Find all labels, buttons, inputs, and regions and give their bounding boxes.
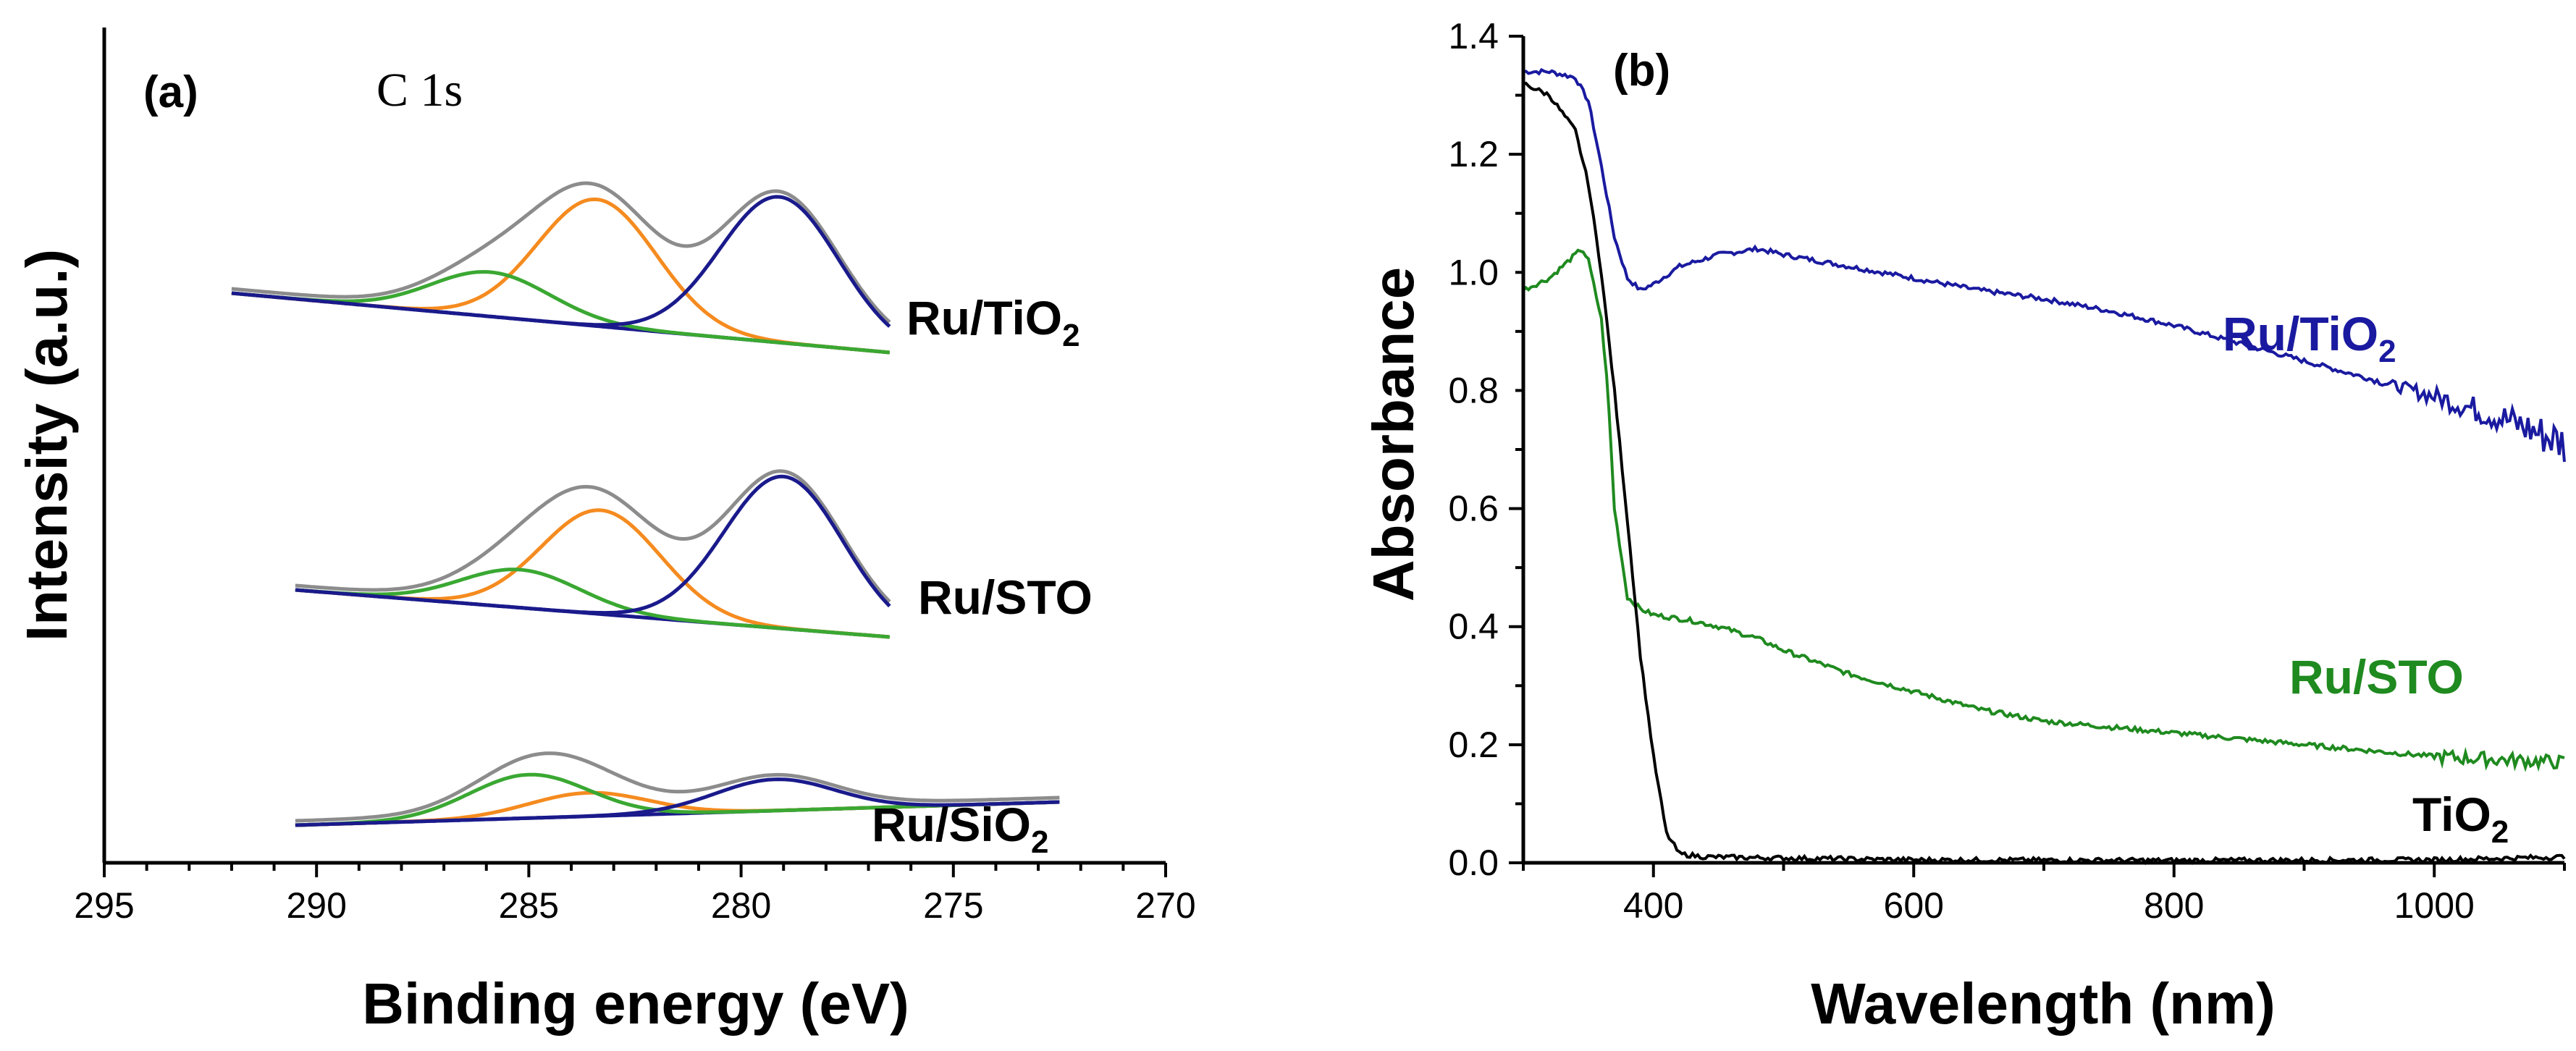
stack-ru-sio2 — [295, 751, 1060, 827]
panel-b-y-tick-label: 0.6 — [1448, 489, 1499, 529]
series-line-ru-sto — [1522, 248, 2565, 772]
stack-ru-sto — [295, 469, 891, 639]
panel-a-x-tick-label: 280 — [711, 885, 771, 926]
panel-b-x-ticks: 400 600 800 1000 — [1522, 863, 2566, 926]
panel-a-x-tick-label: 270 — [1135, 885, 1195, 926]
panel-b-y-tick-label: 0.8 — [1448, 370, 1499, 410]
panel-a-annotation-c1s: C 1s — [376, 64, 463, 117]
panel-b-y-tick-label: 0.2 — [1448, 725, 1499, 765]
series-label-b-ru-tio2: Ru/TiO2 — [2223, 307, 2396, 369]
peak-c-o — [295, 567, 891, 639]
panel-a-x-ticks: 295 290 285 280 275 270 — [74, 863, 1196, 926]
peak-c-c-c-h — [295, 508, 891, 639]
series-label-ru-sio2: Ru/SiO2 — [872, 798, 1049, 860]
panel-b-x-tick-label: 400 — [1623, 885, 1683, 926]
envelope-curve — [295, 469, 891, 604]
panel-b-x-axis-title: Wavelength (nm) — [1811, 971, 2275, 1036]
panel-a-x-tick-label: 295 — [74, 885, 134, 926]
panel-b-y-tick-label: 1.0 — [1448, 252, 1499, 292]
panel-b-y-axis-title: Absorbance — [1361, 267, 1426, 602]
series-line-tio2 — [1523, 81, 2566, 866]
panel-b-x-tick-label: 800 — [2144, 885, 2204, 926]
series-label-ru-tio2: Ru/TiO2 — [906, 291, 1080, 353]
panel-b-y-tick-label: 0.0 — [1448, 843, 1499, 883]
panel-b-y-tick-label: 1.2 — [1448, 134, 1499, 174]
panel-a-x-tick-label: 275 — [923, 885, 983, 926]
panel-a-x-axis-title: Binding energy (eV) — [362, 971, 909, 1036]
envelope-curve — [295, 751, 1060, 823]
panel-b-x-tick-label: 600 — [1884, 885, 1944, 926]
peak-c-c-c-h — [231, 197, 891, 355]
panel-a-x-tick-label: 290 — [286, 885, 346, 926]
envelope-curve — [231, 181, 891, 324]
panel-a-y-axis-title: Intensity (a.u.) — [14, 249, 79, 641]
panel-b-uv-vis: 400 600 800 1000 0.0 0.2 0.4 0.6 0.8 1.0 1.2 1.4 (… — [1361, 16, 2566, 1036]
series-label-b-tio2: TiO2 — [2412, 788, 2509, 850]
panel-a-xps-c1s: 295 290 285 280 275 270 (a) C 1s Binding ener… — [14, 28, 1196, 1036]
panel-b-y-ticks: 0.0 0.2 0.4 0.6 0.8 1.0 1.2 1.4 — [1448, 16, 1523, 883]
panel-b-x-tick-label: 1000 — [2394, 885, 2475, 926]
panel-b-y-tick-label: 0.4 — [1448, 607, 1499, 647]
panel-a-x-tick-label: 285 — [499, 885, 559, 926]
series-label-b-ru-sto: Ru/STO — [2289, 650, 2464, 704]
series-label-ru-sto: Ru/STO — [918, 570, 1093, 624]
peak-ru-3d-c-o — [295, 474, 891, 615]
peak-ru-3d-c-o — [295, 777, 1060, 827]
series-line-ru-tio2 — [1523, 67, 2566, 463]
peak-c-o — [231, 270, 891, 355]
stack-ru-tio2 — [231, 181, 891, 355]
panel-b-y-tick-label: 1.4 — [1448, 16, 1499, 56]
panel-b-plot-area — [1522, 67, 2566, 866]
panel-a-plot-area — [231, 181, 1060, 827]
peak-ru-3d-c-o — [231, 195, 891, 328]
panel-b-label: (b) — [1613, 46, 1670, 96]
panel-a-label: (a) — [143, 67, 198, 117]
